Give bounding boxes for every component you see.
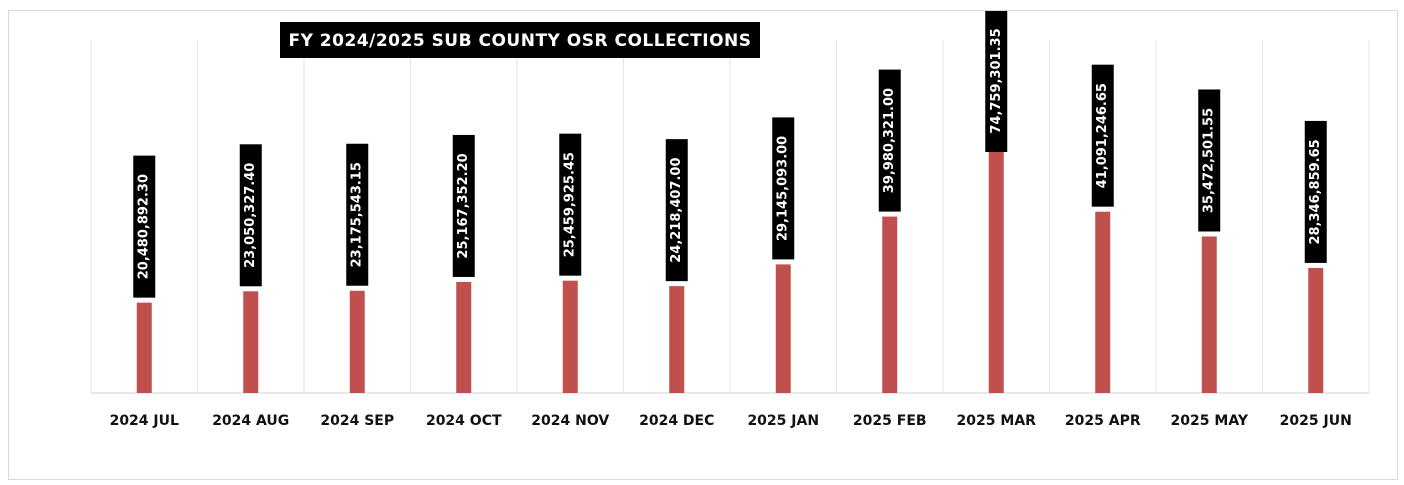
x-tick-label: 2024 NOV [531, 413, 609, 429]
data-label: 74,759,301.35 [989, 28, 1004, 133]
title-box [280, 22, 760, 58]
bar [1201, 236, 1217, 393]
x-tick-label: 2025 FEB [853, 413, 927, 429]
data-label-box [878, 69, 901, 212]
x-tick-label: 2024 JUL [110, 413, 179, 429]
data-label-box [985, 11, 1008, 152]
data-label: 25,167,352.20 [456, 153, 471, 258]
bar [562, 280, 578, 393]
x-tick-label: 2025 JUN [1280, 413, 1352, 429]
data-label-box [133, 155, 156, 298]
x-tick-label: 2024 DEC [639, 413, 714, 429]
x-tick-label: 2024 SEP [320, 413, 394, 429]
bar [775, 264, 791, 393]
data-label: 23,050,327.40 [243, 163, 258, 268]
data-label: 20,480,892.30 [137, 174, 152, 279]
data-label-box [1091, 64, 1114, 207]
x-tick-label: 2025 MAY [1171, 413, 1249, 429]
data-label: 24,218,407.00 [669, 157, 684, 262]
bar [669, 286, 685, 393]
data-label-box [1198, 89, 1221, 232]
data-label: 28,346,859.65 [1308, 139, 1323, 244]
bar [456, 281, 472, 393]
chart-border [8, 10, 1398, 480]
x-tick-label: 2025 JAN [747, 413, 819, 429]
data-label: 41,091,246.65 [1095, 83, 1110, 188]
bar [1308, 267, 1324, 393]
chart-title: FY 2024/2025 SUB COUNTY OSR COLLECTIONS [288, 31, 751, 51]
data-label: 29,145,093.00 [776, 136, 791, 241]
data-label-box [1304, 120, 1327, 263]
bar [349, 290, 365, 393]
bar [1095, 211, 1111, 393]
data-label-box [239, 144, 262, 287]
x-tick-label: 2024 AUG [212, 413, 289, 429]
x-tick-label: 2024 OCT [426, 413, 502, 429]
data-label-box [346, 143, 369, 286]
data-label-box [559, 133, 582, 276]
bar [882, 216, 898, 393]
data-label: 25,459,925.45 [563, 152, 578, 257]
x-tick-label: 2025 MAR [957, 413, 1037, 429]
data-label-box [772, 117, 795, 260]
bar [136, 302, 152, 393]
data-label-box [665, 139, 688, 282]
data-label-box [452, 134, 475, 277]
x-tick-label: 2025 APR [1065, 413, 1141, 429]
bar [243, 291, 259, 393]
data-label: 23,175,543.15 [350, 162, 365, 267]
data-label: 39,980,321.00 [882, 88, 897, 193]
data-label: 35,472,501.55 [1202, 108, 1217, 213]
